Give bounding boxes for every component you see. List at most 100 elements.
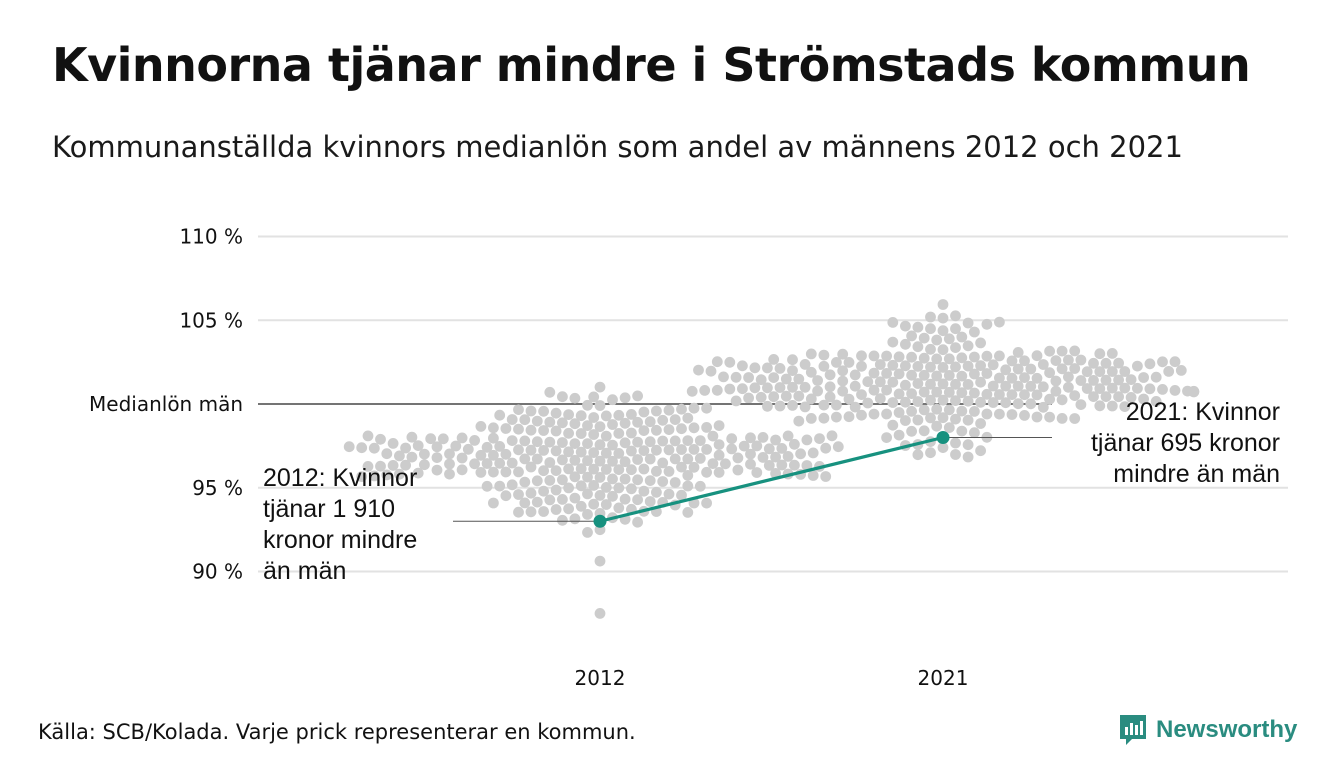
municipality-dot bbox=[356, 442, 368, 454]
municipality-dot bbox=[812, 375, 823, 386]
municipality-dot bbox=[663, 404, 675, 416]
municipality-dot bbox=[362, 461, 374, 472]
municipality-dot bbox=[563, 503, 574, 515]
municipality-dot bbox=[663, 424, 675, 435]
municipality-dot bbox=[1075, 354, 1087, 366]
municipality-dot bbox=[613, 428, 625, 439]
municipality-dot bbox=[676, 444, 687, 455]
municipality-dot bbox=[814, 433, 825, 444]
municipality-dot bbox=[638, 463, 650, 475]
municipality-dot bbox=[1056, 394, 1068, 406]
y-tick-label: 105 % bbox=[179, 308, 243, 332]
municipality-dot bbox=[544, 416, 556, 428]
municipality-dot bbox=[368, 442, 380, 454]
municipality-dot bbox=[1056, 345, 1068, 357]
municipality-dot bbox=[500, 490, 512, 502]
municipality-dot bbox=[780, 390, 792, 402]
municipality-dot bbox=[569, 492, 581, 504]
municipality-dot bbox=[900, 396, 911, 408]
municipality-dot bbox=[1075, 375, 1087, 386]
municipality-dot bbox=[832, 441, 844, 453]
municipality-dot bbox=[563, 409, 574, 420]
municipality-dot bbox=[525, 506, 537, 518]
municipality-dot bbox=[569, 418, 581, 430]
municipality-dot bbox=[594, 608, 606, 619]
municipality-dot bbox=[805, 348, 817, 360]
municipality-dot bbox=[663, 444, 675, 456]
municipality-dot bbox=[1012, 398, 1024, 410]
municipality-dot bbox=[887, 317, 899, 328]
municipality-dot bbox=[1144, 383, 1156, 395]
annotation-2012-line: tjänar 1 910 bbox=[263, 495, 395, 523]
municipality-dot bbox=[456, 452, 468, 464]
municipality-dot bbox=[1157, 356, 1168, 368]
municipality-dot bbox=[569, 471, 581, 483]
municipality-dot bbox=[619, 456, 631, 468]
municipality-dot bbox=[730, 395, 742, 407]
municipality-dot bbox=[774, 363, 786, 374]
municipality-dot bbox=[975, 445, 986, 457]
municipality-dot bbox=[538, 405, 549, 417]
annotation-2021-line: 2021: Kvinnor bbox=[1126, 398, 1280, 426]
municipality-dot bbox=[431, 452, 443, 463]
municipality-dot bbox=[613, 409, 625, 421]
municipality-dot bbox=[799, 359, 811, 370]
municipality-dot bbox=[969, 368, 980, 380]
municipality-dot bbox=[981, 318, 993, 330]
municipality-dot bbox=[925, 311, 936, 323]
municipality-dot bbox=[768, 372, 780, 383]
municipality-dot bbox=[538, 445, 549, 456]
municipality-dot bbox=[1019, 355, 1030, 367]
municipality-dot bbox=[669, 477, 681, 488]
municipality-dot bbox=[607, 490, 618, 502]
municipality-dot bbox=[701, 422, 712, 433]
municipality-dot bbox=[594, 381, 606, 393]
municipality-dot bbox=[488, 497, 499, 509]
municipality-dot bbox=[1138, 372, 1149, 383]
municipality-dot bbox=[550, 445, 562, 457]
municipality-dot bbox=[544, 386, 556, 398]
municipality-dot bbox=[1012, 363, 1024, 375]
municipality-dot bbox=[600, 410, 612, 422]
municipality-dot bbox=[793, 415, 805, 427]
municipality-dot bbox=[962, 360, 974, 372]
chart-title: Kvinnorna tjänar mindre i Strömstads kom… bbox=[52, 38, 1251, 92]
municipality-dot bbox=[343, 441, 355, 453]
municipality-dot bbox=[419, 448, 430, 460]
municipality-dot bbox=[962, 414, 974, 426]
municipality-dot bbox=[1019, 389, 1030, 401]
municipality-dot bbox=[862, 397, 874, 409]
municipality-dot bbox=[600, 499, 612, 510]
municipality-dot bbox=[550, 504, 562, 515]
brand-logo[interactable]: Newsworthy bbox=[1118, 712, 1297, 748]
municipality-dot bbox=[531, 436, 543, 448]
municipality-dot bbox=[906, 330, 917, 342]
municipality-dot bbox=[676, 423, 687, 435]
municipality-dot bbox=[837, 365, 849, 377]
municipality-dot bbox=[544, 494, 556, 506]
municipality-dot bbox=[874, 359, 886, 370]
municipality-dot bbox=[975, 360, 986, 371]
municipality-dot bbox=[1075, 399, 1087, 410]
municipality-dot bbox=[513, 423, 524, 435]
municipality-dot bbox=[569, 454, 581, 466]
municipality-dot bbox=[893, 388, 905, 400]
chart-subtitle: Kommunanställda kvinnors medianlön som a… bbox=[52, 130, 1183, 164]
municipality-dot bbox=[538, 485, 549, 497]
municipality-dot bbox=[1025, 398, 1037, 410]
municipality-dot bbox=[582, 438, 593, 449]
municipality-dot bbox=[575, 480, 587, 492]
municipality-dot bbox=[925, 447, 936, 459]
municipality-dot bbox=[450, 440, 462, 452]
municipality-dot bbox=[588, 412, 600, 423]
municipality-dot bbox=[737, 360, 748, 372]
municipality-dot bbox=[506, 479, 518, 491]
municipality-dot bbox=[937, 344, 949, 356]
municipality-dot bbox=[713, 449, 725, 461]
municipality-dot bbox=[425, 433, 437, 445]
municipality-dot bbox=[644, 453, 656, 465]
municipality-dot bbox=[688, 461, 700, 473]
municipality-dot bbox=[651, 424, 662, 436]
municipality-dot bbox=[818, 360, 830, 372]
municipality-dot bbox=[745, 432, 756, 444]
